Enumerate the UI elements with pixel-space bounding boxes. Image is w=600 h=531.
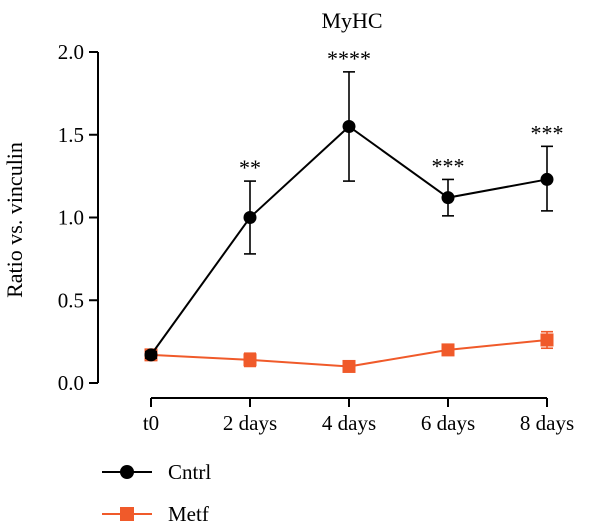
x-tick-label: t0 [143, 411, 159, 435]
legend-item-cntrl: Cntrl [102, 460, 211, 484]
y-tick-label: 1.5 [58, 123, 84, 147]
legend-marker-cntrl [120, 465, 134, 479]
data-point-cntrl [243, 211, 257, 224]
y-tick-label: 0.5 [58, 288, 84, 312]
legend-label-cntrl: Cntrl [168, 460, 211, 484]
y-tick-label: 1.0 [58, 206, 84, 230]
y-axis-title: Ratio vs. vinculin [2, 142, 27, 298]
legend-marker-metf [120, 507, 134, 521]
series-metf [144, 330, 554, 373]
y-tick-label: 0.0 [58, 371, 84, 395]
data-point-cntrl [441, 191, 455, 205]
data-point-metf [342, 359, 356, 373]
significance-label: *** [531, 120, 564, 145]
x-tick-label: 8 days [520, 411, 574, 435]
data-point-metf [540, 333, 554, 347]
significance-label: ** [239, 155, 261, 180]
y-axis-ticks: 0.0 0.5 1.0 1.5 2.0 [58, 40, 98, 395]
legend-label-metf: Metf [168, 502, 209, 526]
x-tick-label: 2 days [223, 411, 277, 435]
series-layer [144, 71, 554, 373]
y-tick-label: 2.0 [58, 40, 84, 64]
data-point-cntrl [540, 172, 554, 186]
data-point-metf [441, 343, 455, 357]
significance-label: *** [432, 153, 465, 178]
data-point-metf [243, 353, 257, 367]
data-point-cntrl [342, 119, 356, 133]
legend-item-metf: Metf [102, 502, 209, 526]
significance-labels: ************ [239, 46, 564, 180]
x-tick-label: 4 days [322, 411, 376, 435]
data-point-cntrl [144, 348, 158, 362]
x-tick-label: 6 days [421, 411, 475, 435]
chart-title: MyHC [321, 8, 382, 33]
legend: Cntrl Metf [102, 460, 211, 526]
significance-label: **** [327, 46, 371, 71]
series-cntrl [144, 71, 554, 362]
x-axis-ticks: t0 2 days 4 days 6 days 8 days [143, 398, 574, 435]
